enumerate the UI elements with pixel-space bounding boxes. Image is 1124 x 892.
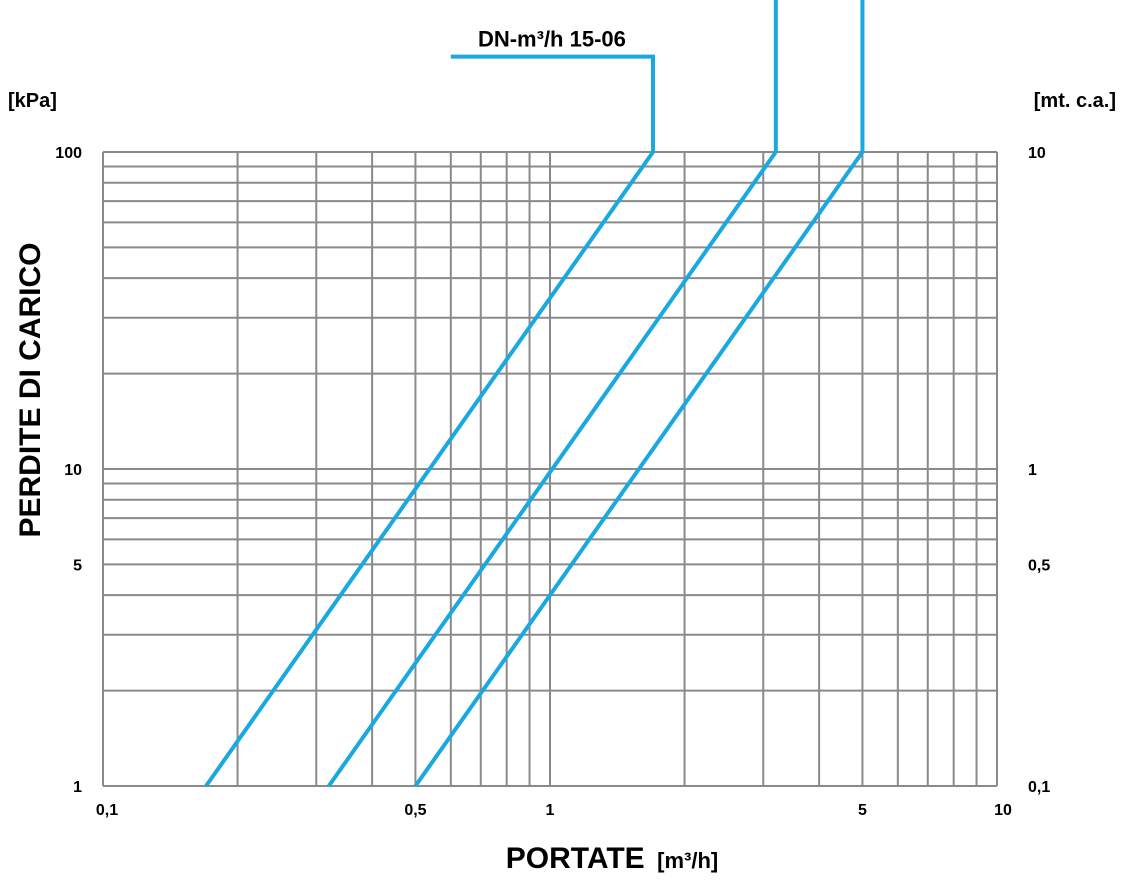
series-line-3 (413, 150, 865, 788)
x-tick-label: 5 (858, 802, 867, 819)
x-axis-unit: [m³/h] (657, 848, 718, 873)
y-tick-label-right: 0,5 (1028, 557, 1050, 574)
x-tick-label: 10 (994, 802, 1012, 819)
y-axis-title: PERDITE DI CARICO (14, 242, 47, 537)
y-tick-label-right: 1 (1028, 462, 1037, 479)
x-axis-title: PORTATE [m³/h] (506, 842, 718, 875)
series-lines: DN-m³/h 15-06DN-m³/h 15-10DN-m³/h 20-25 (204, 0, 865, 788)
y-tick-label-left: 1 (73, 779, 82, 796)
x-tick-label: 0,1 (96, 802, 118, 819)
x-tick-label: 1 (546, 802, 555, 819)
x-tick-label: 0,5 (404, 802, 426, 819)
series-line-1 (204, 150, 655, 788)
y-tick-label-left: 5 (73, 557, 82, 574)
series-label-1: DN-m³/h 15-06 (478, 27, 626, 52)
grid (102, 151, 998, 787)
y-tick-label-right: 0,1 (1028, 779, 1050, 796)
series-leader-3 (860, 0, 865, 152)
series-line-2 (327, 150, 778, 788)
left-unit-label: [kPa] (8, 90, 57, 112)
x-axis-title-text: PORTATE (506, 842, 645, 875)
series-leader-1 (450, 54, 656, 152)
y-tick-label-left: 10 (64, 462, 82, 479)
y-tick-label-left: 100 (55, 145, 82, 162)
right-unit-label: [mt. c.a.] (1034, 90, 1116, 112)
y-tick-label-right: 10 (1028, 145, 1046, 162)
series-leader-2 (773, 0, 778, 152)
